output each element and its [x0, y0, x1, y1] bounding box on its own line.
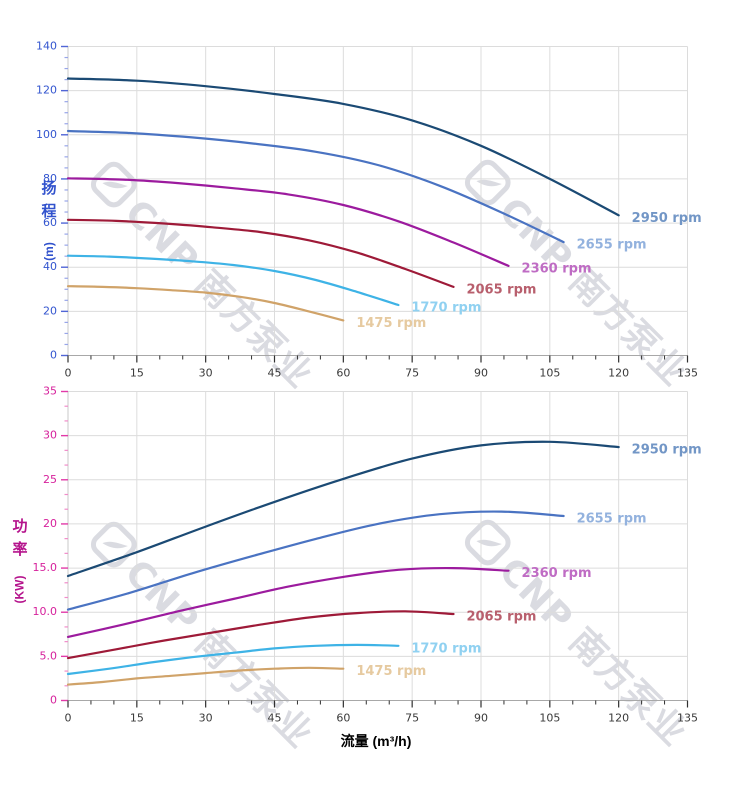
y-tick-label: 5.0 — [40, 649, 58, 662]
power-curve-label-2950-rpm: 2950 rpm — [632, 443, 702, 458]
x-tick-label: 60 — [336, 712, 350, 725]
x-tick-label: 15 — [130, 367, 144, 380]
x-tick-label: 0 — [65, 367, 72, 380]
head-curve-label-1475-rpm: 1475 rpm — [356, 316, 426, 331]
y-tick-label: 80 — [43, 172, 57, 185]
power-curve-label-2655-rpm: 2655 rpm — [577, 511, 647, 526]
power-curve-2655-rpm — [66, 510, 565, 611]
x-tick-label: 75 — [405, 712, 419, 725]
head-chart-plot: 0 20 40 60 80 100 120 140 0 15 30 45 60 75 90 105 120 135… — [36, 40, 702, 380]
y-tick-label: 20 — [43, 517, 57, 530]
y-tick-label: 30 — [43, 429, 57, 442]
head-curve-label-2360-rpm: 2360 rpm — [522, 261, 592, 276]
power-curve-label-1770-rpm: 1770 rpm — [411, 641, 481, 656]
y-tick-label: 15.0 — [33, 561, 58, 574]
y-tick-label: 35 — [43, 385, 57, 398]
y-tick-label: 20 — [43, 304, 57, 317]
y-tick-label: 25 — [43, 473, 57, 486]
x-axis-title: 流量 (m³/h) — [340, 733, 412, 749]
head-curve-2065-rpm — [66, 218, 455, 288]
y-tick-label: 60 — [43, 216, 57, 229]
x-tick-label: 15 — [130, 712, 144, 725]
power-curve-2360-rpm — [66, 566, 510, 638]
head-curve-label-2655-rpm: 2655 rpm — [577, 238, 647, 253]
head-axis-title: 扬 程 (m) — [36, 180, 62, 261]
y-tick-label: 10.0 — [33, 605, 58, 618]
head-curve-label-2950-rpm: 2950 rpm — [632, 211, 702, 226]
head-axis-title-char: 程 — [41, 202, 57, 220]
head-curve-2360-rpm — [66, 177, 510, 267]
head-curve-2950-rpm — [66, 77, 620, 217]
power-curve-label-1475-rpm: 1475 rpm — [356, 664, 426, 679]
power-chart-plot: 0 5.0 10.0 15.0 20 25 30 35 0 15 30 45 60 75 90 105 120 1… — [33, 385, 702, 725]
x-tick-label: 90 — [474, 712, 488, 725]
head-curve-label-1770-rpm: 1770 rpm — [411, 300, 481, 315]
power-curve-1770-rpm — [66, 643, 400, 676]
x-tick-label: 60 — [336, 367, 350, 380]
y-tick-label: 100 — [36, 128, 57, 141]
power-axis-unit: (KW) — [12, 575, 27, 603]
power-curve-2950-rpm — [66, 440, 620, 578]
x-tick-label: 105 — [539, 712, 560, 725]
head-curve-1770-rpm — [66, 254, 400, 307]
head-axis-title-char: 扬 — [41, 180, 57, 197]
power-axis-title: 功 率 (KW) — [6, 518, 34, 603]
x-tick-label: 0 — [65, 712, 72, 725]
x-tick-label: 120 — [608, 712, 629, 725]
y-tick-label: 0 — [50, 349, 57, 362]
x-tick-label: 30 — [199, 367, 213, 380]
x-tick-label: 30 — [199, 712, 213, 725]
power-curve-label-2360-rpm: 2360 rpm — [522, 566, 592, 581]
x-tick-label: 45 — [268, 367, 282, 380]
power-curve-1475-rpm — [66, 666, 345, 686]
head-axis-unit: (m) — [41, 241, 56, 261]
x-tick-label: 75 — [405, 367, 419, 380]
x-tick-label: 105 — [539, 367, 560, 380]
y-tick-label: 40 — [43, 260, 57, 273]
head-curve-label-2065-rpm: 2065 rpm — [466, 282, 536, 297]
power-axis-title-char: 率 — [12, 540, 28, 558]
power-curve-2065-rpm — [66, 610, 455, 660]
head-curve-2655-rpm — [66, 129, 565, 244]
y-tick-label: 140 — [36, 40, 57, 53]
x-tick-label: 45 — [268, 712, 282, 725]
y-tick-label: 120 — [36, 84, 57, 97]
power-curve-label-2065-rpm: 2065 rpm — [466, 609, 536, 624]
y-tick-label: 0 — [50, 694, 57, 707]
head-curve-1475-rpm — [66, 285, 345, 322]
power-axis-title-char: 功 — [12, 518, 28, 535]
x-tick-label: 120 — [608, 367, 629, 380]
x-tick-label: 135 — [677, 367, 698, 380]
x-tick-label: 90 — [474, 367, 488, 380]
x-tick-label: 135 — [677, 712, 698, 725]
